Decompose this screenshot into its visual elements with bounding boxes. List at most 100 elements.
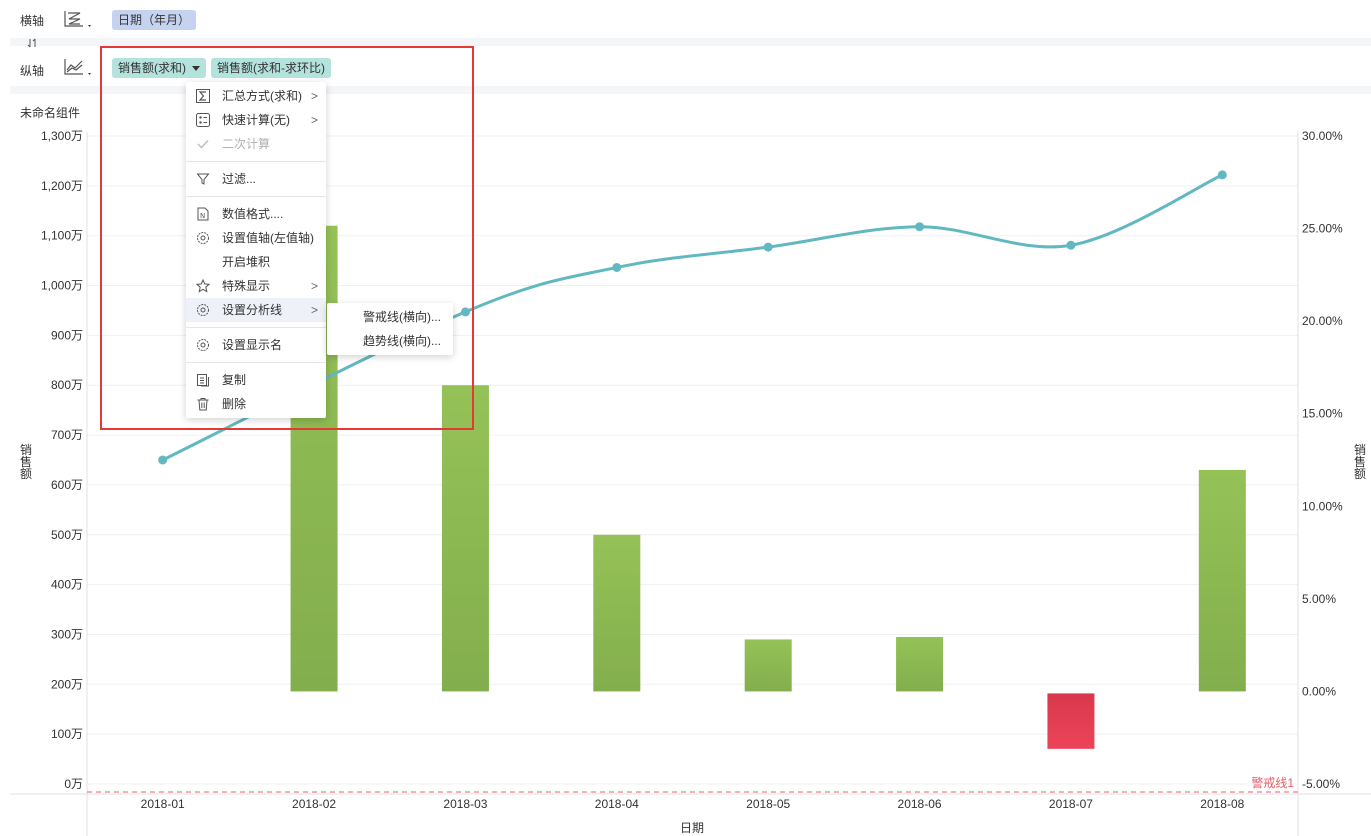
copy-icon <box>197 374 209 387</box>
menu-item-special-display-label: 特殊显示 <box>222 279 271 293</box>
menu-item-aggregation[interactable]: 汇总方式(求和) > <box>186 84 326 108</box>
y-left-tick-label: 500万 <box>51 528 83 542</box>
vertical-axis-label: 纵轴 <box>20 64 45 78</box>
sigma-icon <box>196 89 210 103</box>
menu-item-special-display[interactable]: 特殊显示 > <box>186 274 326 298</box>
y-left-tick-label: 700万 <box>51 428 83 442</box>
menu-item-delete[interactable]: 删除 <box>186 392 326 416</box>
number-format-icon: N <box>197 207 209 221</box>
bar-2018-04 <box>593 534 641 692</box>
sales-sum-field-pill[interactable]: 销售额(求和) <box>112 58 206 78</box>
chevron-right-icon: > <box>310 113 318 127</box>
axis-separator-2 <box>10 86 1371 94</box>
menu-item-value-axis-label: 设置值轴(左值轴) <box>222 231 314 245</box>
y-left-tick-label: 1,000万 <box>41 279 83 293</box>
y-left-tick-label: 900万 <box>51 328 83 342</box>
y-left-tick-label: 1,300万 <box>41 129 83 143</box>
date-field-pill[interactable]: 日期（年月） <box>112 10 197 30</box>
y-right-tick-label: 10.00% <box>1302 499 1343 513</box>
filter-icon <box>196 173 210 185</box>
swap-axes-icon[interactable] <box>27 38 39 48</box>
menu-item-stacking-label: 开启堆积 <box>222 255 271 269</box>
menu-item-stacking[interactable]: 开启堆积 <box>186 250 326 274</box>
mom-point <box>612 262 622 272</box>
axis-separator <box>10 38 1371 46</box>
mom-point <box>1066 240 1076 250</box>
menu-item-secondary-calc-label: 二次计算 <box>222 137 271 151</box>
x-tick-label: 2018-03 <box>443 797 487 811</box>
check-icon <box>197 139 209 149</box>
star-icon <box>196 279 210 293</box>
y-right-tick-label: 30.00% <box>1302 129 1343 143</box>
menu-item-delete-label: 删除 <box>222 397 247 411</box>
y-left-axis-title: 额 <box>20 467 32 481</box>
y-right-axis-title: 售 <box>1354 454 1366 469</box>
submenu-warning-line[interactable]: 警戒线(横向)... <box>363 310 441 324</box>
quick-calc-icon <box>196 113 210 127</box>
y-left-tick-label: 400万 <box>51 578 83 592</box>
y-left-axis-title: 售 <box>20 454 32 469</box>
warning-line-label: 警戒线1 <box>1251 775 1294 790</box>
submenu-trend-line[interactable]: 趋势线(横向)... <box>363 334 441 348</box>
y-left-tick-label: 800万 <box>51 378 83 392</box>
menu-item-analysis-line[interactable]: 设置分析线 > <box>186 298 326 322</box>
y-left-tick-label: 300万 <box>51 627 83 641</box>
x-tick-label: 2018-01 <box>141 797 185 811</box>
menu-item-secondary-calc: 二次计算 <box>186 132 326 156</box>
menu-item-number-format-label: 数值格式.... <box>222 207 284 221</box>
y-right-tick-label: -5.00% <box>1302 777 1340 791</box>
gear-icon <box>197 339 209 351</box>
vertical-axis-row: 纵轴 销售额(求和) 销售额(求和-求环比) <box>0 48 1371 86</box>
x-tick-label: 2018-04 <box>595 797 639 811</box>
mom-point <box>915 222 925 232</box>
x-tick-label: 2018-06 <box>898 797 942 811</box>
field-context-menu: 汇总方式(求和) > 快速计算(无) > 二次计算 过滤... N 数值格式..… <box>186 82 326 418</box>
x-tick-label: 2018-02 <box>292 797 336 811</box>
horizontal-axis-label: 横轴 <box>20 14 45 28</box>
y-left-tick-label: 200万 <box>51 677 83 691</box>
menu-item-display-name[interactable]: 设置显示名 <box>186 333 326 357</box>
y-right-axis-title: 销 <box>1354 443 1366 457</box>
menu-item-quick-calc[interactable]: 快速计算(无) > <box>186 108 326 132</box>
y-right-tick-label: 0.00% <box>1302 684 1336 698</box>
line-chart-type-icon[interactable] <box>63 56 93 78</box>
menu-item-number-format[interactable]: N 数值格式.... <box>186 202 326 226</box>
chevron-right-icon: > <box>310 89 318 103</box>
chevron-right-icon: > <box>310 303 318 317</box>
gear-icon <box>197 232 209 244</box>
y-left-tick-label: 0万 <box>64 777 83 791</box>
dropdown-caret-icon[interactable] <box>192 66 200 72</box>
menu-item-filter[interactable]: 过滤... <box>186 167 326 191</box>
component-title: 未命名组件 <box>20 106 81 120</box>
bar-2018-06 <box>896 636 944 692</box>
menu-item-quick-calc-label: 快速计算(无) <box>222 113 290 127</box>
mom-point <box>763 242 773 252</box>
y-left-tick-label: 1,200万 <box>41 179 83 193</box>
y-right-tick-label: 5.00% <box>1302 592 1336 606</box>
axis-chart-type-icon[interactable] <box>63 8 93 30</box>
x-tick-label: 2018-08 <box>1200 797 1244 811</box>
x-tick-label: 2018-07 <box>1049 797 1093 811</box>
menu-item-value-axis[interactable]: 设置值轴(左值轴) <box>186 226 326 250</box>
trash-icon <box>197 398 209 411</box>
bar-2018-08 <box>1198 469 1246 692</box>
mom-point <box>1217 170 1227 180</box>
menu-item-copy[interactable]: 复制 <box>186 368 326 392</box>
menu-item-copy-label: 复制 <box>222 373 247 387</box>
gear-icon <box>197 304 209 316</box>
bar-2018-03 <box>441 385 489 692</box>
menu-item-aggregation-label: 汇总方式(求和) <box>222 89 302 103</box>
y-right-axis-title: 额 <box>1354 467 1366 481</box>
x-axis-title: 日期 <box>680 821 704 835</box>
y-right-tick-label: 25.00% <box>1302 222 1343 236</box>
chevron-right-icon: > <box>310 279 318 293</box>
menu-divider <box>186 362 326 363</box>
horizontal-axis-row: 横轴 日期（年月） <box>0 0 1371 38</box>
bar-2018-05 <box>744 639 792 692</box>
bar-negative-2018-07 <box>1047 693 1095 749</box>
y-left-tick-label: 1,100万 <box>41 229 83 243</box>
y-left-tick-label: 600万 <box>51 478 83 492</box>
sales-mom-field-pill[interactable]: 销售额(求和-求环比) <box>211 58 331 78</box>
menu-item-filter-label: 过滤... <box>222 172 257 186</box>
mom-point <box>158 455 168 465</box>
